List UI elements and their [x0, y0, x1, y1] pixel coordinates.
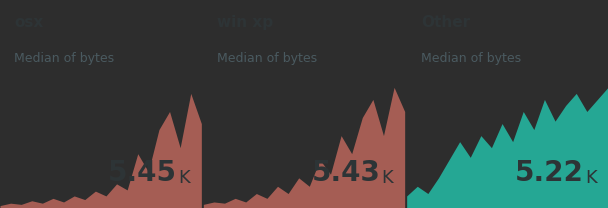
Text: 5.22: 5.22: [515, 159, 584, 187]
Text: Other: Other: [421, 15, 470, 30]
Text: osx: osx: [14, 15, 43, 30]
Text: K: K: [178, 169, 190, 187]
Text: Median of bytes: Median of bytes: [421, 52, 521, 65]
Text: Median of bytes: Median of bytes: [218, 52, 317, 65]
Text: win xp: win xp: [218, 15, 274, 30]
Text: 5.43: 5.43: [312, 159, 381, 187]
Text: K: K: [381, 169, 393, 187]
Text: 5.45: 5.45: [108, 159, 177, 187]
Text: Median of bytes: Median of bytes: [14, 52, 114, 65]
Text: K: K: [585, 169, 596, 187]
